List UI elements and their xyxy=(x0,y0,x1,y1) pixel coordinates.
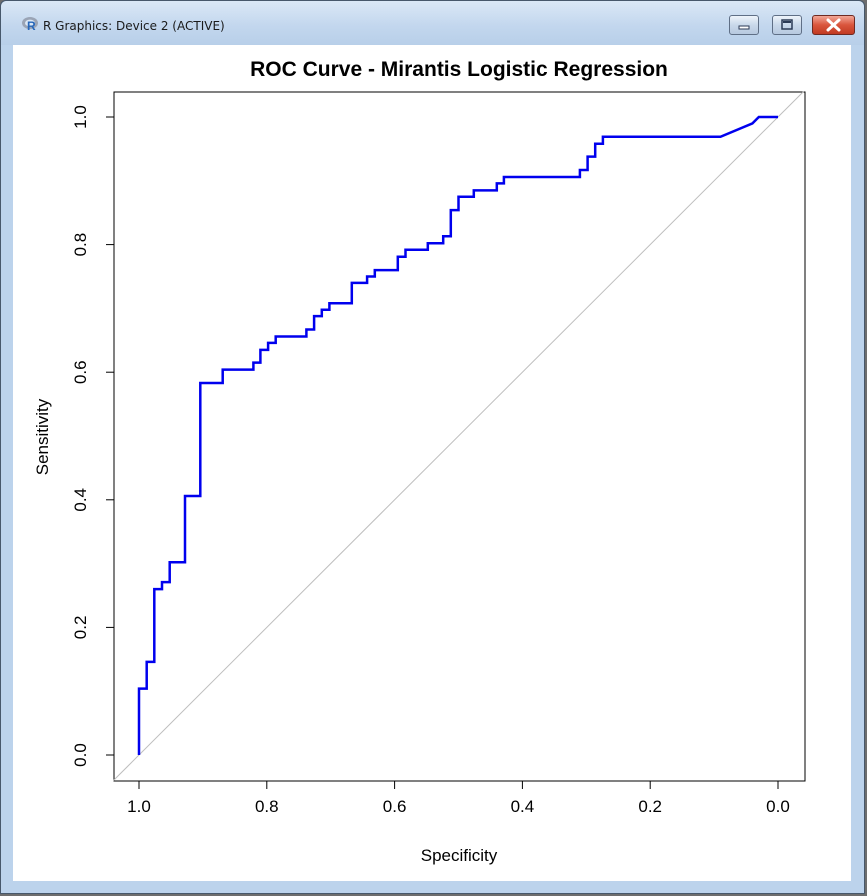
y-tick-label: 0.8 xyxy=(71,233,90,257)
minimize-button[interactable] xyxy=(729,15,759,35)
x-tick-label: 0.4 xyxy=(511,797,535,816)
x-axis-label: Specificity xyxy=(421,846,498,865)
maximize-button[interactable] xyxy=(772,15,802,35)
title-bar[interactable]: R R Graphics: Device 2 (ACTIVE) xyxy=(1,1,864,45)
y-tick-label: 1.0 xyxy=(71,105,90,129)
window-title: R Graphics: Device 2 (ACTIVE) xyxy=(43,19,225,33)
x-tick-label: 0.6 xyxy=(383,797,407,816)
reference-diagonal xyxy=(113,91,804,781)
y-tick-label: 0.6 xyxy=(71,360,90,384)
minimize-icon xyxy=(738,25,750,30)
svg-text:R: R xyxy=(27,19,36,32)
r-logo-icon: R xyxy=(22,17,38,32)
maximize-icon xyxy=(781,19,793,30)
chart-title: ROC Curve - Mirantis Logistic Regression xyxy=(250,58,668,81)
x-tick-label: 1.0 xyxy=(127,797,151,816)
y-tick-label: 0.0 xyxy=(71,743,90,767)
y-tick-label: 0.4 xyxy=(71,488,90,512)
roc-chart: ROC Curve - Mirantis Logistic Regression… xyxy=(33,58,806,865)
x-tick-label: 0.2 xyxy=(638,797,662,816)
y-tick-label: 0.2 xyxy=(71,616,90,640)
roc-curve-line xyxy=(137,115,778,755)
x-tick-label: 0.8 xyxy=(255,797,279,816)
y-axis: 0.0 0.2 0.4 0.6 0.8 1.0 xyxy=(71,105,115,767)
close-icon xyxy=(826,18,841,32)
y-axis-label: Sensitivity xyxy=(33,398,52,475)
x-axis: 1.0 0.8 0.6 0.4 0.2 0.0 xyxy=(127,780,790,816)
x-tick-label: 0.0 xyxy=(766,797,790,816)
close-button[interactable] xyxy=(812,15,855,35)
plot-box xyxy=(113,91,806,782)
plot-area: ROC Curve - Mirantis Logistic Regression… xyxy=(13,45,851,881)
